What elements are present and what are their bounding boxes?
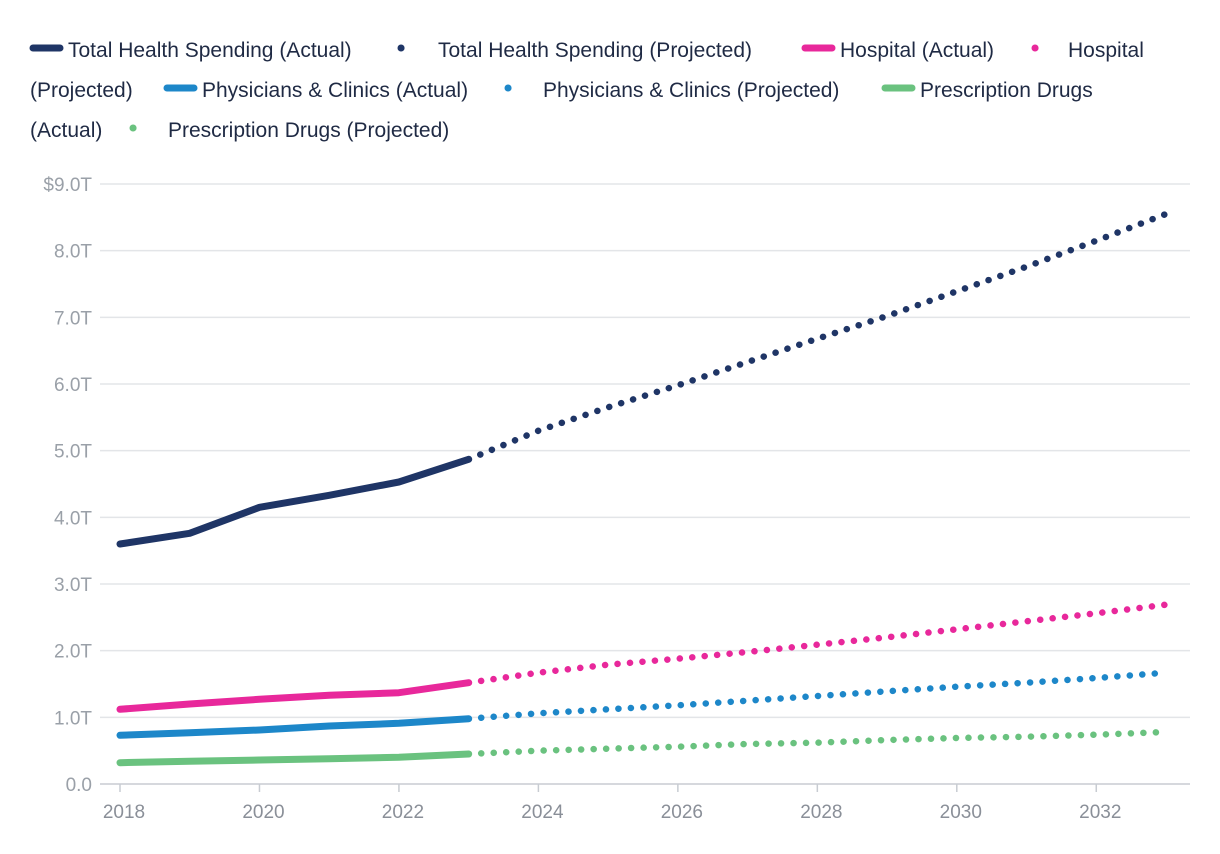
legend-item-physicians-and-clinics-actual[interactable]: Physicians & Clinics (Actual) bbox=[163, 79, 468, 102]
x-tick-label: 2032 bbox=[1079, 802, 1121, 823]
legend-item-prescription-drugs-projected[interactable]: Prescription Drugs (Projected) bbox=[129, 119, 449, 142]
legend-label: Prescription Drugs (Actual) bbox=[30, 79, 1093, 142]
x-tick-label: 2026 bbox=[661, 802, 703, 823]
y-tick-label: 5.0T bbox=[54, 442, 92, 463]
y-axis: 0.0 1.0T 2.0T 3.0T 4.0T 5.0T 6.0T 7.0T 8.0T $9.0T bbox=[43, 175, 92, 796]
y-tick-label: 3.0T bbox=[54, 575, 92, 596]
series-line-physicians-and-clinics-actual bbox=[116, 715, 473, 739]
legend-label: Physicians & Clinics (Projected) bbox=[543, 79, 839, 102]
legend-label: Total Health Spending (Actual) bbox=[68, 39, 352, 62]
series-line-physicians-and-clinics-projected bbox=[465, 669, 1170, 722]
legend-label: Prescription Drugs (Projected) bbox=[168, 119, 449, 142]
series-line-total-health-spending-projected bbox=[465, 210, 1170, 463]
x-tick-label: 2024 bbox=[521, 802, 564, 823]
legend-item-total-health-spending-projected[interactable]: Total Health Spending (Projected) bbox=[397, 39, 752, 62]
legend-item-hospital-actual[interactable]: Hospital (Actual) bbox=[801, 39, 994, 62]
y-tick-label: 8.0T bbox=[54, 242, 92, 263]
y-tick-label: 0.0 bbox=[66, 775, 92, 796]
y-tick-label: $9.0T bbox=[43, 175, 92, 196]
legend-item-prescription-drugs-actual[interactable]: Prescription Drugs (Actual) bbox=[30, 79, 1093, 142]
gridlines bbox=[100, 183, 1190, 719]
y-tick-label: 1.0T bbox=[54, 708, 92, 729]
series-line-prescription-drugs-projected bbox=[465, 728, 1170, 758]
x-tick-label: 2030 bbox=[940, 802, 982, 823]
legend: Total Health Spending (Actual) Total Heal… bbox=[29, 39, 1144, 142]
legend-label: Hospital (Actual) bbox=[840, 39, 994, 62]
x-tick-label: 2028 bbox=[800, 802, 842, 823]
y-tick-label: 6.0T bbox=[54, 375, 92, 396]
x-tick-label: 2020 bbox=[242, 802, 284, 823]
y-tick-label: 2.0T bbox=[54, 642, 92, 663]
legend-item-physicians-and-clinics-projected[interactable]: Physicians & Clinics (Projected) bbox=[504, 79, 839, 102]
legend-item-hospital-projected[interactable]: Hospital (Projected) bbox=[30, 39, 1144, 102]
y-tick-label: 7.0T bbox=[54, 308, 92, 329]
legend-item-total-health-spending-actual[interactable]: Total Health Spending (Actual) bbox=[29, 39, 352, 62]
series-line-hospital-actual bbox=[116, 679, 473, 713]
legend-label: Physicians & Clinics (Actual) bbox=[202, 79, 468, 102]
x-axis: 2018 2020 2022 2024 2026 2028 2030 2032 bbox=[100, 783, 1190, 823]
x-tick-label: 2018 bbox=[103, 802, 145, 823]
series-line-hospital-projected bbox=[465, 601, 1170, 686]
legend-label: Hospital (Projected) bbox=[30, 39, 1144, 102]
legend-label: Total Health Spending (Projected) bbox=[438, 39, 752, 62]
series-line-total-health-spending-actual bbox=[116, 455, 473, 548]
x-tick-label: 2022 bbox=[382, 802, 424, 823]
series-line-prescription-drugs-actual bbox=[116, 750, 473, 767]
series-lines bbox=[116, 210, 1170, 767]
y-tick-label: 4.0T bbox=[54, 508, 92, 529]
